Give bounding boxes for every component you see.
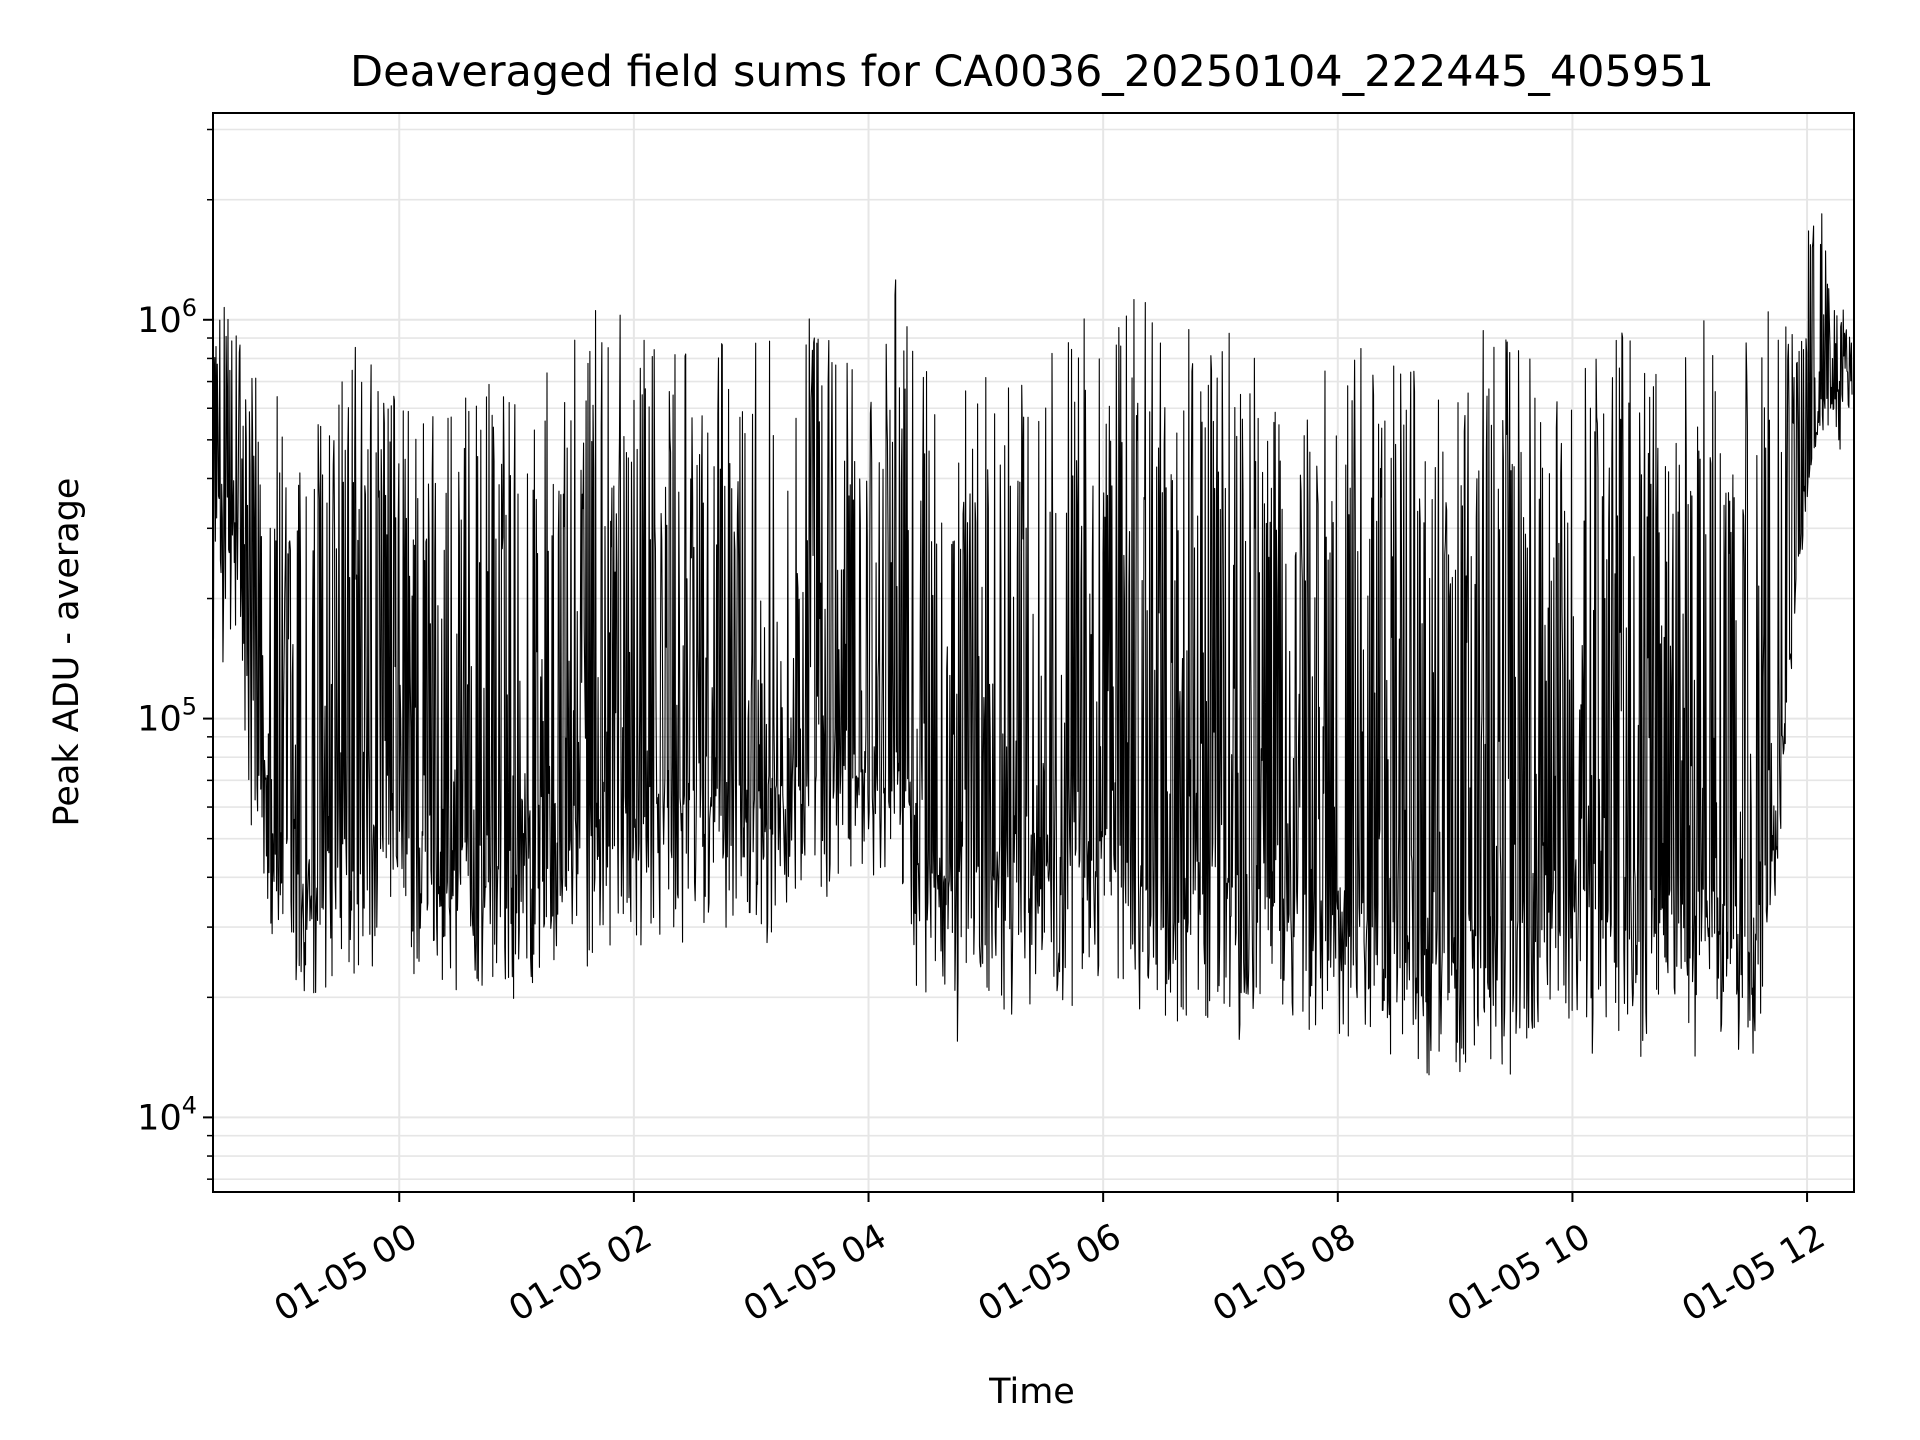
y-tick-label-base: 10: [137, 301, 182, 341]
y-axis-label: Peak ADU - average: [47, 478, 87, 827]
y-tick-label: 106: [137, 294, 197, 341]
y-tick-label-base: 10: [137, 700, 182, 740]
y-tick-label-exponent: 6: [182, 294, 197, 322]
chart-title: Deaveraged field sums for CA0036_2025010…: [350, 47, 1714, 97]
plot-frame: [212, 112, 1855, 1193]
y-tick-label-exponent: 4: [182, 1091, 197, 1119]
y-tick-label: 105: [137, 693, 197, 740]
y-tick-label-base: 10: [137, 1098, 182, 1138]
series-layer: [213, 213, 1853, 1076]
series-line: [213, 213, 1853, 1076]
y-tick-label-exponent: 5: [182, 693, 197, 721]
x-axis-label: Time: [988, 1372, 1075, 1412]
y-tick-label: 104: [137, 1091, 197, 1138]
